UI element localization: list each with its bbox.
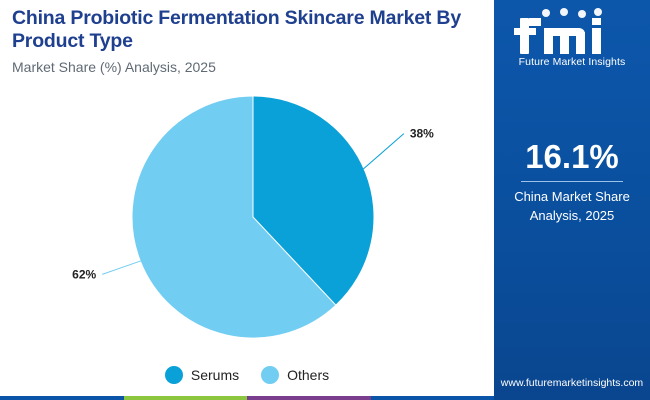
logo-wordmark: Future Market Insights [518, 56, 626, 68]
leader-line-serums [353, 133, 405, 178]
stat-divider [521, 181, 623, 182]
chart-title: China Probiotic Fermentation Skincare Ma… [12, 7, 461, 52]
pie-chart: 38% 62% [72, 95, 434, 339]
footer-color-bar [0, 396, 494, 400]
data-label-others: 62% [72, 267, 96, 281]
data-label-serums: 38% [410, 127, 434, 141]
pie-slice-others [131, 95, 337, 339]
legend-swatch-others [261, 366, 280, 384]
sidebar-panel: Future Market Insights 16.1% China Marke… [494, 0, 650, 400]
stat-caption: China Market Share Analysis, 2025 [494, 187, 650, 225]
stat-caption-line2: Analysis, 2025 [529, 208, 615, 223]
footer-bar-segment [123, 396, 247, 400]
legend-label-others: Others [287, 367, 330, 383]
legend: Serums Others [0, 364, 494, 386]
footer-bar-segment [247, 396, 371, 400]
legend-label-serums: Serums [190, 367, 240, 383]
legend-swatch-serums [164, 366, 183, 384]
website-link[interactable]: www.futuremarketinsights.com [500, 377, 644, 389]
leader-line-others [102, 256, 152, 275]
footer-bar-segment [0, 396, 124, 400]
chart-subtitle: Market Share (%) Analysis, 2025 [12, 59, 216, 75]
footer-bar-segment [370, 396, 494, 400]
stat-value: 16.1% [525, 138, 619, 175]
legend-item-serums: Serums [164, 366, 240, 384]
stat-caption-line1: China Market Share [514, 189, 630, 204]
pie-slice-serums [252, 95, 375, 306]
fmi-logo [514, 8, 602, 54]
chart-panel: China Probiotic Fermentation Skincare Ma… [0, 7, 494, 400]
legend-item-others: Others [261, 366, 329, 384]
